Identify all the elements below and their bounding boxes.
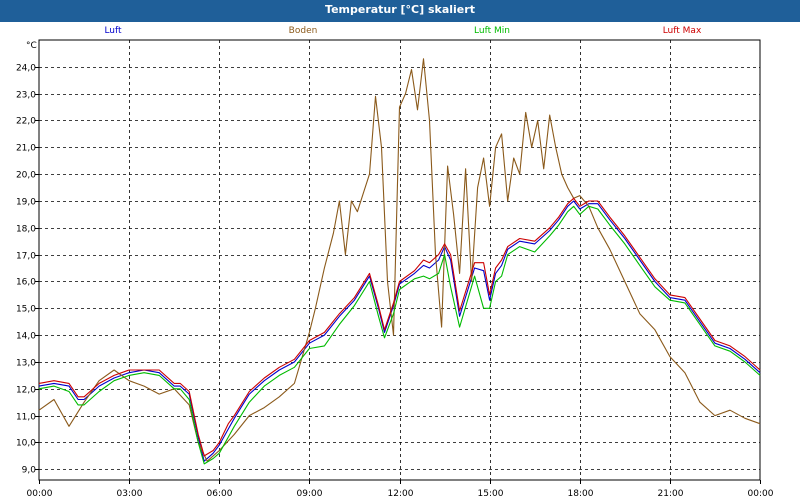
x-axis: 00:0007.06.1703:0007.06.1706:0007.06.170… <box>27 480 774 499</box>
plot-area <box>38 39 761 481</box>
x-tick-time: 21:00 <box>658 489 684 499</box>
x-tick-time: 00:00 <box>748 489 774 499</box>
y-tick-label: 15,0 <box>16 305 36 315</box>
y-axis-unit: °C <box>26 41 37 51</box>
x-tick-time: 00:00 <box>27 489 53 499</box>
x-tick-time: 09:00 <box>297 489 323 499</box>
y-tick-label: 14,0 <box>16 332 36 342</box>
grid <box>39 40 760 480</box>
y-tick-label: 12,0 <box>16 386 36 396</box>
legend-luft-max: Luft Max <box>663 26 702 36</box>
series-lines <box>38 58 761 465</box>
legend-boden: Boden <box>289 26 318 36</box>
x-tick-time: 06:00 <box>207 489 233 499</box>
chart-title: Temperatur [°C] skaliert <box>0 0 800 22</box>
series-line-boden <box>38 58 761 462</box>
y-tick-label: 21,0 <box>16 144 36 154</box>
legend-luft-min: Luft Min <box>474 26 510 36</box>
y-tick-label: 10,0 <box>16 439 36 449</box>
y-tick-label: 18,0 <box>16 225 36 235</box>
y-tick-label: 16,0 <box>16 278 36 288</box>
y-tick-label: 17,0 <box>16 252 36 262</box>
y-tick-label: 23,0 <box>16 91 36 101</box>
y-tick-label: 24,0 <box>16 64 36 74</box>
legend-luft: Luft <box>104 26 122 36</box>
y-tick-label: 13,0 <box>16 359 36 369</box>
y-tick-label: 19,0 <box>16 198 36 208</box>
series-line-luft-min <box>38 205 761 465</box>
temperature-chart: Luft Boden Luft Min Luft Max °C 9,0 10,0 1… <box>16 26 774 499</box>
x-tick-time: 15:00 <box>478 489 504 499</box>
series-line-luft <box>38 200 761 462</box>
y-axis: 9,0 10,0 11,0 12,0 13,0 14,0 15,0 16,0 17,0 18,0 1… <box>16 64 39 476</box>
x-tick-time: 12:00 <box>388 489 414 499</box>
y-tick-label: 22,0 <box>16 117 36 127</box>
series-line-luft-max <box>38 197 761 457</box>
y-tick-label: 11,0 <box>16 413 36 423</box>
x-tick-time: 03:00 <box>117 489 143 499</box>
x-tick-time: 18:00 <box>568 489 594 499</box>
y-tick-label: 20,0 <box>16 171 36 181</box>
y-tick-label: 9,0 <box>22 466 37 476</box>
